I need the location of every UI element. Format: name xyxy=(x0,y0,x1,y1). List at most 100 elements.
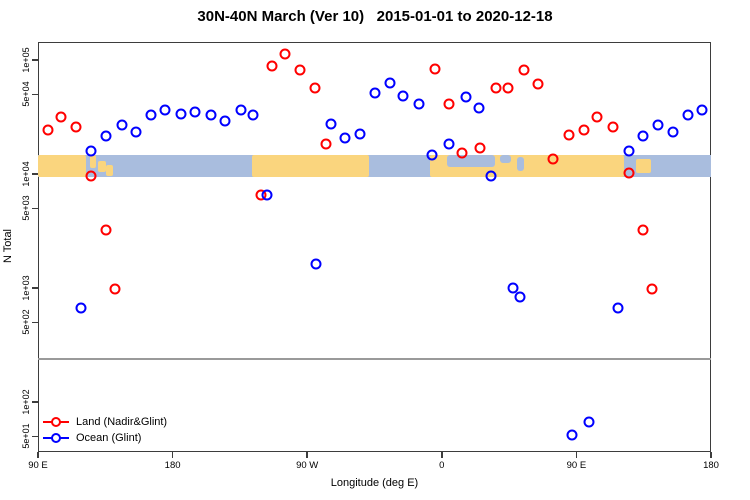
data-point-ocean xyxy=(159,104,171,116)
data-point-land xyxy=(591,111,603,123)
land-strip xyxy=(251,155,369,177)
data-point-land xyxy=(85,170,97,182)
legend-entry-land: Land (Nadir&Glint) xyxy=(43,414,167,430)
data-point-land xyxy=(320,138,332,150)
x-axis-title: Longitude (deg E) xyxy=(330,477,419,489)
data-point-land xyxy=(456,147,468,159)
data-point-land xyxy=(55,111,67,123)
inland-sea-strip xyxy=(516,157,525,172)
data-point-ocean xyxy=(175,108,187,120)
data-point-ocean xyxy=(75,302,87,314)
data-point-ocean xyxy=(507,282,519,294)
x-tick xyxy=(710,452,712,458)
x-tick-label: 180 xyxy=(703,460,719,471)
y-tick-label: 1e+05 xyxy=(21,47,31,73)
data-point-land xyxy=(502,82,514,94)
y-tick-label: 1e+04 xyxy=(21,161,31,187)
data-point-ocean xyxy=(473,102,485,114)
legend-label-ocean: Ocean (Glint) xyxy=(76,431,142,444)
data-point-land xyxy=(646,283,658,295)
x-tick-label: 90 E xyxy=(566,460,587,471)
inland-sea-strip xyxy=(500,155,511,163)
x-tick-label: 90 E xyxy=(28,460,48,471)
data-point-ocean xyxy=(130,126,142,138)
data-point-ocean xyxy=(667,126,679,138)
data-point-land xyxy=(532,78,544,90)
data-point-ocean xyxy=(100,130,112,142)
data-point-land xyxy=(294,64,306,76)
data-point-ocean xyxy=(612,302,624,314)
data-point-ocean xyxy=(384,77,396,89)
x-tick-label: 180 xyxy=(164,460,181,471)
y-tick xyxy=(32,321,38,324)
data-point-land xyxy=(443,98,455,110)
data-point-land xyxy=(429,63,441,75)
data-point-ocean xyxy=(325,118,337,130)
data-point-land xyxy=(578,124,590,136)
y-tick xyxy=(32,59,38,61)
data-point-ocean xyxy=(583,416,595,428)
x-tick-label: 90 W xyxy=(296,460,319,471)
x-tick xyxy=(171,452,174,458)
data-point-ocean xyxy=(189,106,201,118)
y-tick-label: 1e+03 xyxy=(21,275,31,301)
y-tick xyxy=(32,207,38,210)
data-point-ocean xyxy=(443,138,455,150)
data-point-land xyxy=(518,64,530,76)
data-point-ocean xyxy=(339,132,351,144)
data-point-ocean xyxy=(637,130,649,142)
ocean-series-marker-icon xyxy=(43,433,69,443)
x-tick-label: 0 xyxy=(439,460,445,471)
y-tick-label: 5e+02 xyxy=(21,309,31,335)
land-strip xyxy=(38,155,86,177)
data-point-ocean xyxy=(85,145,97,157)
land-series-marker-icon xyxy=(43,417,69,427)
land-strip xyxy=(97,160,107,172)
data-point-land xyxy=(623,167,635,179)
data-point-ocean xyxy=(413,98,425,110)
data-point-ocean xyxy=(247,109,259,121)
data-point-ocean xyxy=(354,128,366,140)
data-point-land xyxy=(607,121,619,133)
data-point-ocean xyxy=(566,429,578,441)
y-tick xyxy=(32,401,38,403)
x-tick xyxy=(575,452,578,458)
data-point-ocean xyxy=(652,119,664,131)
chart-title: 30N-40N March (Ver 10) 2015-01-01 to 202… xyxy=(197,8,553,25)
data-point-land xyxy=(70,121,82,133)
legend-entry-ocean: Ocean (Glint) xyxy=(43,430,167,446)
legend-label-land: Land (Nadir&Glint) xyxy=(76,415,168,428)
data-point-land xyxy=(100,224,112,236)
data-point-land xyxy=(266,60,278,72)
y-tick-label: 5e+04 xyxy=(21,81,31,107)
data-point-ocean xyxy=(235,104,247,116)
y-tick xyxy=(32,93,38,96)
inland-sea-strip xyxy=(447,155,496,168)
reference-line xyxy=(38,358,711,360)
y-tick xyxy=(32,435,38,438)
data-point-ocean xyxy=(219,115,231,127)
data-point-land xyxy=(42,124,54,136)
x-tick xyxy=(441,452,443,458)
data-point-land xyxy=(309,82,321,94)
data-point-ocean xyxy=(514,291,526,303)
y-tick-label: 1e+02 xyxy=(21,389,31,415)
data-point-ocean xyxy=(369,87,381,99)
data-point-ocean xyxy=(310,258,322,270)
x-tick xyxy=(37,452,39,458)
data-point-ocean xyxy=(205,109,217,121)
plot-area xyxy=(38,42,711,452)
data-point-ocean xyxy=(623,145,635,157)
y-tick-label: 5e+01 xyxy=(21,423,31,449)
y-tick xyxy=(32,287,38,289)
data-point-ocean xyxy=(397,90,409,102)
data-point-ocean xyxy=(116,119,128,131)
data-point-land xyxy=(547,153,559,165)
x-tick xyxy=(306,452,308,458)
legend: Land (Nadir&Glint) Ocean (Glint) xyxy=(43,414,167,446)
land-strip xyxy=(106,164,113,176)
y-axis-title: N Total xyxy=(2,228,14,264)
world-map-band xyxy=(38,155,711,177)
data-point-ocean xyxy=(682,109,694,121)
